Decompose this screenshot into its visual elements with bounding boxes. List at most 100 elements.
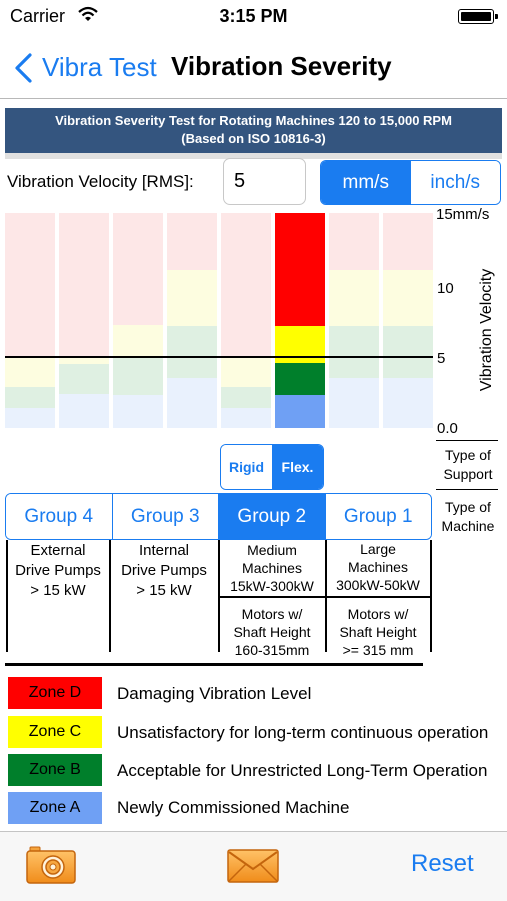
group-2-description: Medium Machines 15kW-300kW — [219, 541, 325, 595]
chart-col6-zone-d — [275, 213, 325, 326]
chart-col6-zone-a — [275, 395, 325, 428]
chart-col3-zone-d — [113, 213, 163, 325]
desc-line: > 15 kW — [136, 582, 192, 599]
reset-button[interactable]: Reset — [411, 850, 474, 877]
severity-chart — [5, 213, 433, 428]
test-banner: Vibration Severity Test for Rotating Mac… — [5, 108, 502, 153]
chart-col7-zone-c — [329, 270, 379, 326]
chart-col5-zone-d — [221, 213, 271, 358]
back-button[interactable]: Vibra Test — [42, 52, 157, 82]
divider — [436, 489, 498, 490]
desc-line: Internal — [138, 542, 190, 559]
group-3-description: Internal Drive Pumps > 15 kW — [110, 541, 218, 601]
divider — [219, 596, 431, 598]
zone-b-description: Acceptable for Unrestricted Long-Term Op… — [117, 761, 488, 780]
chart-col4-zone-b — [167, 326, 217, 378]
chart-col8-zone-a — [383, 378, 433, 428]
page-title: Vibration Severity — [171, 51, 392, 81]
divider — [6, 540, 8, 652]
chart-col7-zone-a — [329, 378, 379, 428]
desc-line: Large — [360, 541, 396, 557]
desc-line: 300kW-50kW — [336, 577, 420, 593]
y-tick-0: 0.0 — [437, 420, 458, 437]
divider — [5, 663, 423, 666]
chart-col5-zone-c — [221, 358, 271, 387]
divider — [436, 440, 498, 441]
chart-col3-zone-b — [113, 357, 163, 395]
chart-col3-zone-c — [113, 325, 163, 357]
banner-subtitle: (Based on ISO 10816-3) — [181, 131, 326, 146]
velocity-input[interactable] — [223, 158, 306, 205]
desc-line: Shaft Height — [233, 624, 311, 640]
y-tick-15: 15mm/s — [436, 206, 490, 223]
desc-line: Drive Pumps — [15, 562, 101, 579]
bottom-toolbar: Reset — [0, 831, 507, 901]
velocity-label: Vibration Velocity [RMS]: — [7, 172, 194, 191]
unit-mm-s[interactable]: mm/s — [321, 161, 411, 204]
support-flex[interactable]: Flex. — [272, 445, 323, 489]
zone-a-description: Newly Commissioned Machine — [117, 798, 350, 817]
zone-d-swatch: Zone D — [8, 677, 102, 709]
group-4-tab[interactable]: Group 4 — [6, 494, 113, 539]
unit-inch-s[interactable]: inch/s — [410, 161, 500, 204]
desc-line: Motors w/ — [241, 606, 303, 622]
chart-col4-zone-c — [167, 270, 217, 326]
desc-line: Motors w/ — [347, 606, 409, 622]
chart-col2-zone-d — [59, 213, 109, 358]
support-segmented-control: Rigid Flex. — [220, 444, 324, 490]
chart-col2-zone-b — [59, 364, 109, 394]
navigation-bar: Vibra Test Vibration Severity — [0, 36, 507, 99]
chart-col1-zone-c — [5, 358, 55, 387]
support-rigid[interactable]: Rigid — [221, 445, 272, 489]
zone-d-description: Damaging Vibration Level — [117, 684, 312, 703]
desc-line: > 15 kW — [30, 582, 86, 599]
zone-c-swatch: Zone C — [8, 716, 102, 748]
chart-col2-zone-a — [59, 394, 109, 428]
chart-col5-zone-b — [221, 387, 271, 408]
desc-line: Machines — [348, 559, 408, 575]
group-3-tab[interactable]: Group 3 — [112, 494, 219, 539]
type-of-support-label: Type of Support — [443, 447, 493, 482]
divider — [5, 153, 502, 159]
status-bar: Carrier 3:15 PM — [0, 0, 507, 34]
chart-col8-zone-b — [383, 326, 433, 378]
back-chevron-icon[interactable] — [12, 53, 34, 88]
desc-line: Machines — [242, 560, 302, 576]
group-2-tab[interactable]: Group 2 — [219, 494, 326, 539]
velocity-reference-line — [5, 356, 433, 358]
chart-col1-zone-a — [5, 408, 55, 428]
chart-col6-zone-b — [275, 363, 325, 395]
y-axis-label: Vibration Velocity — [478, 268, 495, 392]
group-1-motor-description: Motors w/ Shaft Height >= 315 mm — [326, 605, 430, 659]
carrier-label: Carrier — [10, 6, 66, 26]
divider — [218, 540, 220, 652]
type-of-machine-label: Type of Machine — [441, 499, 495, 534]
wifi-icon — [78, 6, 98, 27]
camera-icon[interactable] — [26, 846, 76, 889]
group-1-tab[interactable]: Group 1 — [325, 494, 431, 539]
y-tick-10: 10 — [437, 280, 454, 297]
y-tick-5: 5 — [437, 350, 446, 367]
desc-line: Drive Pumps — [121, 562, 207, 579]
desc-line: Medium — [247, 542, 297, 558]
zone-c-description: Unsatisfactory for long-term continuous … — [117, 723, 489, 742]
chart-col3-zone-a — [113, 395, 163, 428]
desc-line: Shaft Height — [339, 624, 417, 640]
unit-segmented-control: mm/s inch/s — [320, 160, 501, 205]
desc-line: 15kW-300kW — [230, 578, 314, 594]
chart-col7-zone-b — [329, 326, 379, 378]
chart-col8-zone-d — [383, 213, 433, 270]
mail-icon[interactable] — [227, 849, 279, 888]
chart-col8-zone-c — [383, 270, 433, 326]
chart-col1-zone-d — [5, 213, 55, 358]
desc-line: 160-315mm — [234, 642, 310, 658]
chart-col5-zone-a — [221, 408, 271, 428]
desc-line: >= 315 mm — [342, 642, 414, 658]
battery-icon — [458, 9, 498, 24]
chart-col1-zone-b — [5, 387, 55, 408]
group-segmented-control: Group 4 Group 3 Group 2 Group 1 — [5, 493, 432, 540]
clock: 3:15 PM — [219, 6, 288, 26]
chart-col4-zone-a — [167, 378, 217, 428]
chart-col2-zone-c — [59, 358, 109, 364]
zone-b-swatch: Zone B — [8, 754, 102, 786]
